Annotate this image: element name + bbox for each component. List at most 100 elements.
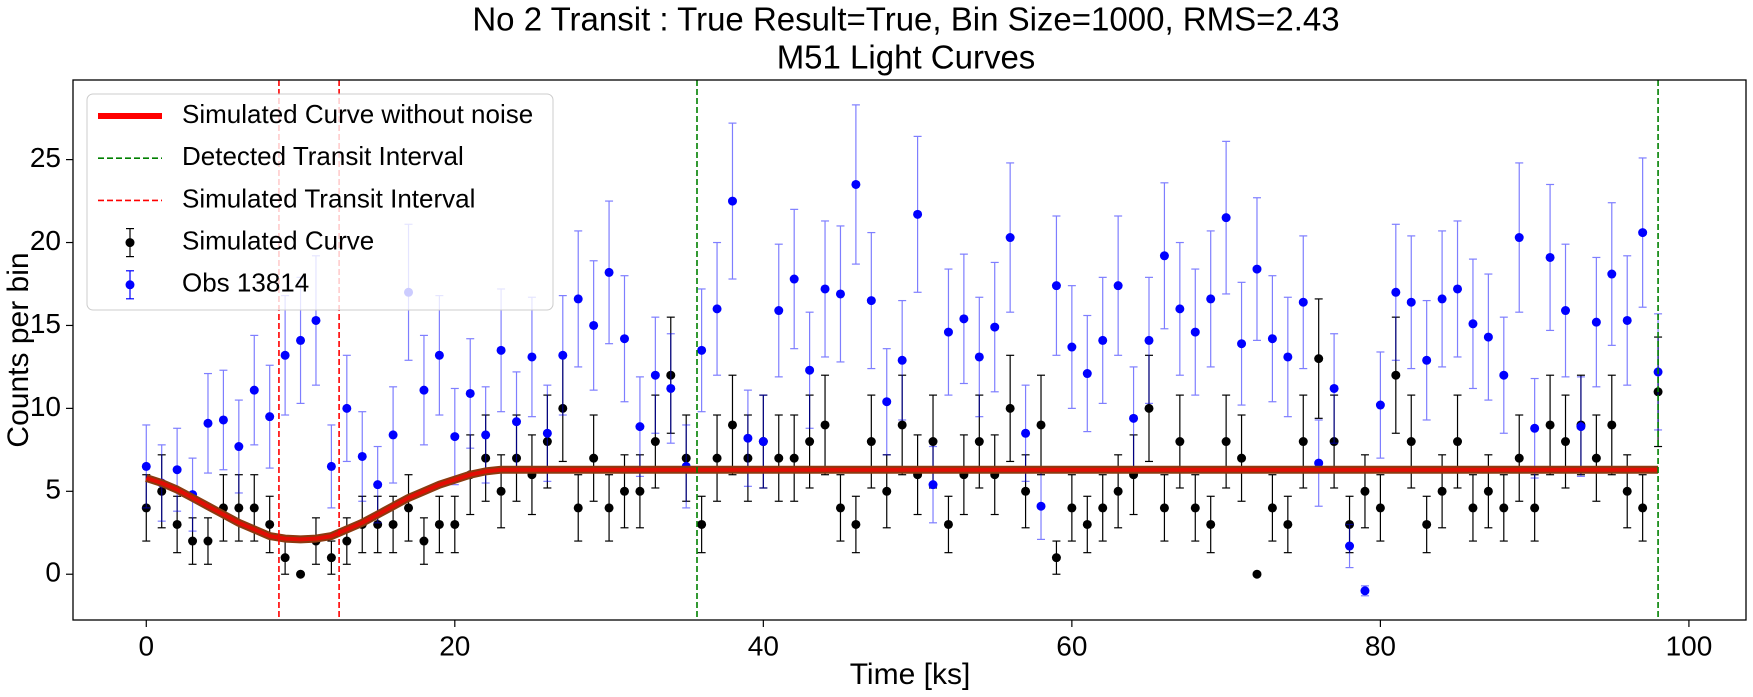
y-tick-label: 5 [45, 474, 61, 505]
point [1453, 437, 1463, 447]
point [712, 304, 722, 314]
point [943, 327, 953, 337]
x-tick-label: 20 [439, 630, 470, 661]
point [419, 385, 429, 395]
point [1237, 339, 1247, 349]
point [1530, 503, 1540, 513]
point [1530, 423, 1540, 433]
point [357, 451, 367, 461]
point [974, 437, 984, 447]
point [805, 365, 815, 375]
point [820, 420, 830, 430]
point [650, 437, 660, 447]
y-tick-label: 20 [30, 225, 61, 256]
x-tick-label: 80 [1365, 630, 1396, 661]
x-tick-label: 0 [138, 630, 154, 661]
point [234, 503, 244, 513]
point [1422, 519, 1432, 529]
point [558, 350, 568, 360]
point [758, 437, 768, 447]
point [1591, 453, 1601, 463]
point [1638, 503, 1648, 513]
point [1298, 437, 1308, 447]
point [172, 519, 182, 529]
point [1159, 251, 1169, 261]
point [481, 430, 491, 440]
point [851, 519, 861, 529]
y-tick-label: 10 [30, 391, 61, 422]
x-tick-label: 40 [748, 630, 779, 661]
point [512, 417, 522, 427]
point [1375, 400, 1385, 410]
point [1051, 553, 1061, 563]
legend-box [86, 93, 554, 311]
curve [145, 467, 1659, 542]
legend-label: Detected Transit Interval [182, 141, 464, 171]
point [943, 519, 953, 529]
y-tick-label: 15 [30, 308, 61, 339]
point [1561, 306, 1571, 316]
point [450, 519, 460, 529]
point [1483, 332, 1493, 342]
point [1082, 369, 1092, 379]
point [604, 503, 614, 513]
point [1591, 317, 1601, 327]
point [1206, 294, 1216, 304]
legend-label: Obs 13814 [182, 268, 309, 298]
point [1561, 437, 1571, 447]
point [619, 334, 629, 344]
legend: Simulated Curve without noise Detected Tr… [86, 93, 554, 311]
point [1221, 213, 1231, 223]
point [1206, 519, 1216, 529]
point [1483, 486, 1493, 496]
point [727, 196, 737, 206]
point [866, 296, 876, 306]
point [1453, 284, 1463, 294]
point [249, 503, 259, 513]
point [342, 536, 352, 546]
point [141, 461, 151, 471]
point [1113, 486, 1123, 496]
point [1021, 486, 1031, 496]
point [326, 553, 336, 563]
point [188, 536, 198, 546]
point [1144, 403, 1154, 413]
point [1314, 458, 1324, 468]
point [589, 453, 599, 463]
point [573, 503, 583, 513]
point [697, 519, 707, 529]
point [1237, 453, 1247, 463]
x-tick-label: 100 [1666, 630, 1713, 661]
point [1252, 264, 1262, 274]
point [1082, 519, 1092, 529]
point [203, 536, 213, 546]
point [465, 388, 475, 398]
point [851, 179, 861, 189]
point [326, 461, 336, 471]
point [1267, 334, 1277, 344]
point [774, 306, 784, 316]
legend-label: Simulated Curve without noise [182, 99, 533, 129]
point [1036, 501, 1046, 511]
point [1422, 355, 1432, 365]
curve-outline [145, 465, 1659, 544]
point [496, 486, 506, 496]
point [635, 486, 645, 496]
point [1360, 486, 1370, 496]
point [1468, 503, 1478, 513]
point [1576, 422, 1586, 432]
point [1144, 335, 1154, 345]
point [450, 432, 460, 442]
point [928, 480, 938, 490]
point [897, 355, 907, 365]
point [1314, 354, 1324, 364]
point [1190, 503, 1200, 513]
point [1159, 503, 1169, 513]
point [172, 465, 182, 475]
point [650, 370, 660, 380]
point [789, 453, 799, 463]
point [265, 519, 275, 529]
point [1607, 269, 1617, 279]
point [1098, 335, 1108, 345]
point [666, 383, 676, 393]
